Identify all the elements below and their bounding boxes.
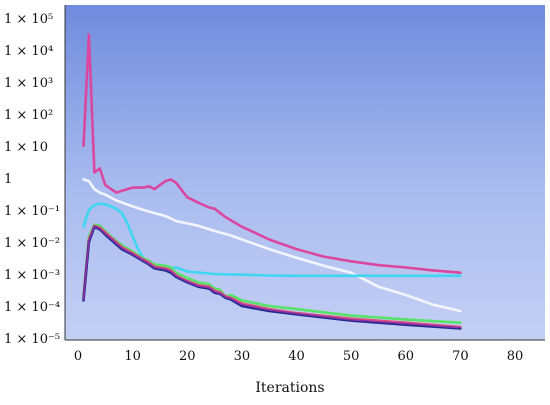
x-tick-label: 0: [74, 349, 82, 364]
y-tick-label: 1 × 10⁻¹: [4, 204, 60, 219]
x-tick-label: 50: [343, 349, 360, 364]
series-line-1: [82, 33, 462, 275]
y-tick-label: 1 × 10²: [4, 108, 53, 123]
series-lines: [82, 33, 462, 330]
x-tick-label: 40: [288, 349, 305, 364]
y-tick-label: 1 × 10⁻³: [4, 268, 60, 283]
y-tick-label: 1 × 10⁻⁴: [4, 300, 60, 315]
y-tick-label: 1 × 10⁻²: [4, 236, 60, 251]
y-tick-label: 1: [4, 172, 12, 187]
x-tick-label: 30: [234, 349, 251, 364]
y-tick-label: 1 × 10⁵: [4, 12, 53, 27]
series-line-7: [82, 225, 462, 329]
plot-background: [65, 5, 545, 340]
x-tick-label: 70: [452, 349, 469, 364]
y-tick-label: 1 × 10⁴: [4, 44, 53, 59]
x-tick-label: 20: [179, 349, 196, 364]
x-axis-label: Iterations: [255, 380, 324, 396]
x-tick-label: 60: [397, 349, 414, 364]
x-tick-label: 10: [124, 349, 141, 364]
y-tick-label: 1 × 10³: [4, 76, 53, 91]
y-tick-label: 1 × 10⁻⁵: [4, 332, 60, 347]
x-tick-labels: 0 10 20 30 40 50 60 70 80: [74, 349, 523, 364]
y-tick-label: 1 × 10: [4, 140, 48, 155]
x-tick-label: 80: [507, 349, 524, 364]
y-tick-labels: 1 × 10⁵ 1 × 10⁴ 1 × 10³ 1 × 10² 1 × 10 1 1 × 1…: [4, 12, 60, 347]
